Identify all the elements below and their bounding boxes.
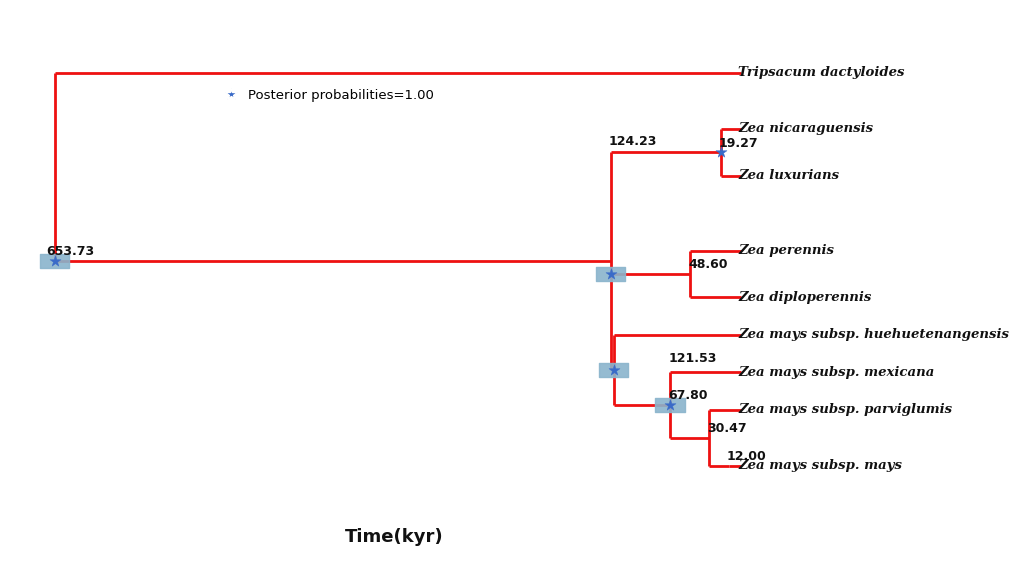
Text: 12.00: 12.00: [726, 450, 766, 463]
Text: 653.73: 653.73: [46, 245, 94, 258]
Point: [713, 148, 729, 157]
Text: 30.47: 30.47: [708, 422, 746, 435]
Text: Zea mays subsp. mays: Zea mays subsp. mays: [738, 459, 902, 472]
Point: [605, 365, 622, 374]
Text: 19.27: 19.27: [719, 136, 759, 150]
Point: [46, 257, 62, 266]
Point: [602, 270, 618, 279]
Text: 121.53: 121.53: [669, 352, 717, 365]
Text: Tripsacum dactyloides: Tripsacum dactyloides: [738, 66, 904, 79]
Text: 48.60: 48.60: [688, 258, 728, 271]
Text: Zea mays subsp. mexicana: Zea mays subsp. mexicana: [738, 366, 935, 379]
Text: Zea luxurians: Zea luxurians: [738, 169, 840, 182]
Text: Zea perennis: Zea perennis: [738, 244, 835, 257]
Text: Zea mays subsp. parviglumis: Zea mays subsp. parviglumis: [738, 403, 952, 416]
Text: Zea nicaraguensis: Zea nicaraguensis: [738, 122, 873, 136]
Text: Zea mays subsp. huehuetenangensis: Zea mays subsp. huehuetenangensis: [738, 328, 1009, 341]
Text: 124.23: 124.23: [608, 135, 657, 148]
Text: Zea diploperennis: Zea diploperennis: [738, 291, 871, 304]
Legend: Posterior probabilities=1.00: Posterior probabilities=1.00: [212, 83, 439, 107]
X-axis label: Time(kyr): Time(kyr): [345, 528, 444, 546]
Point: [662, 400, 678, 409]
Text: 67.80: 67.80: [668, 389, 708, 402]
